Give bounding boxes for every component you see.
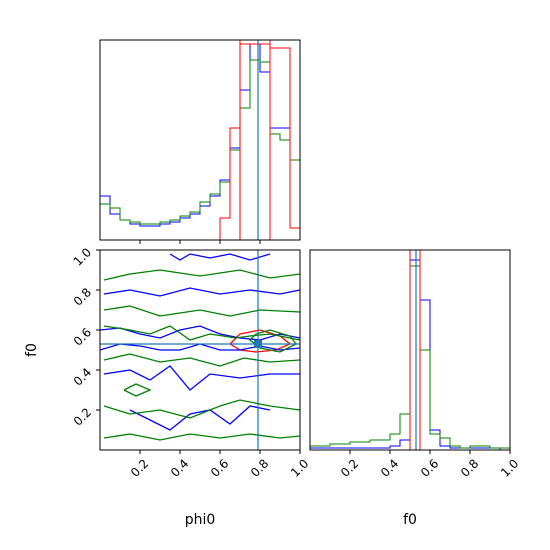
f0-hist-xtick-label: 0.4	[378, 456, 401, 479]
contour-xtick-label: 0.8	[248, 456, 271, 479]
f0-hist-xtick-label: 0.8	[458, 456, 481, 479]
f0-histogram-panel: 0.2 0.4 0.6 0.8 1.0	[309, 249, 521, 480]
contour-xtick-label: 0.2	[128, 456, 151, 479]
f0-hist-series-0	[309, 259, 510, 451]
contour-frame	[99, 249, 301, 451]
phi0-histogram-panel	[99, 39, 301, 244]
f0-histogram-data	[309, 250, 511, 451]
contour-line-5	[129, 405, 271, 431]
phi0-histogram-data	[99, 40, 301, 241]
contour-xtick-label: 0.6	[208, 456, 231, 479]
contour-xtick-label: 0.4	[168, 456, 191, 479]
contour-line-10	[103, 353, 301, 367]
contour-ytick-label: 0.6	[71, 325, 94, 348]
contour-line-6	[169, 253, 271, 261]
f0-hist-xtick-label: 0.2	[338, 456, 361, 479]
f0-hist-series-1	[309, 265, 511, 450]
f0-hist-xtick-label: 0.6	[418, 456, 441, 479]
contour-line-9	[103, 325, 301, 341]
contour-line-8	[103, 305, 301, 317]
contour-line-11	[103, 399, 301, 419]
phi0-histogram-ticks	[139, 240, 261, 244]
contour-line-3	[103, 287, 301, 297]
contour-ytick-label: 0.4	[71, 365, 94, 388]
x-axis-label-phi0: phi0	[185, 512, 216, 528]
contour-line-12	[103, 433, 301, 441]
contour-line-2	[99, 343, 301, 351]
contour-ticks: 0.2 0.4 0.6 0.8 1.0 0.2 0.4 0.6 0.8 1.0	[71, 245, 312, 480]
contour-line-4	[103, 365, 300, 391]
contour-line-13	[123, 383, 152, 397]
f0-histogram-frame	[309, 249, 511, 451]
phi0-histogram-frame	[99, 39, 301, 241]
contour-line-7	[103, 269, 301, 281]
contour-line-1	[99, 325, 301, 341]
f0-hist-xtick-label: 1.0	[498, 456, 521, 479]
contour-ytick-label: 1.0	[71, 245, 94, 268]
f0-histogram-ticks: 0.2 0.4 0.6 0.8 1.0	[338, 450, 521, 480]
x-axis-label-f0: f0	[403, 512, 417, 528]
contour-ytick-label: 0.2	[71, 405, 94, 428]
truth-point-marker	[254, 340, 262, 348]
contour-line-14	[249, 329, 297, 353]
contour-data	[99, 250, 301, 450]
f0-vs-phi0-contour-panel: 0.2 0.4 0.6 0.8 1.0 0.2 0.4 0.6 0.8 1.0	[71, 245, 312, 480]
y-axis-label-f0: f0	[24, 343, 40, 357]
contour-xtick-label: 1.0	[288, 456, 311, 479]
contour-ytick-label: 0.8	[71, 285, 94, 308]
